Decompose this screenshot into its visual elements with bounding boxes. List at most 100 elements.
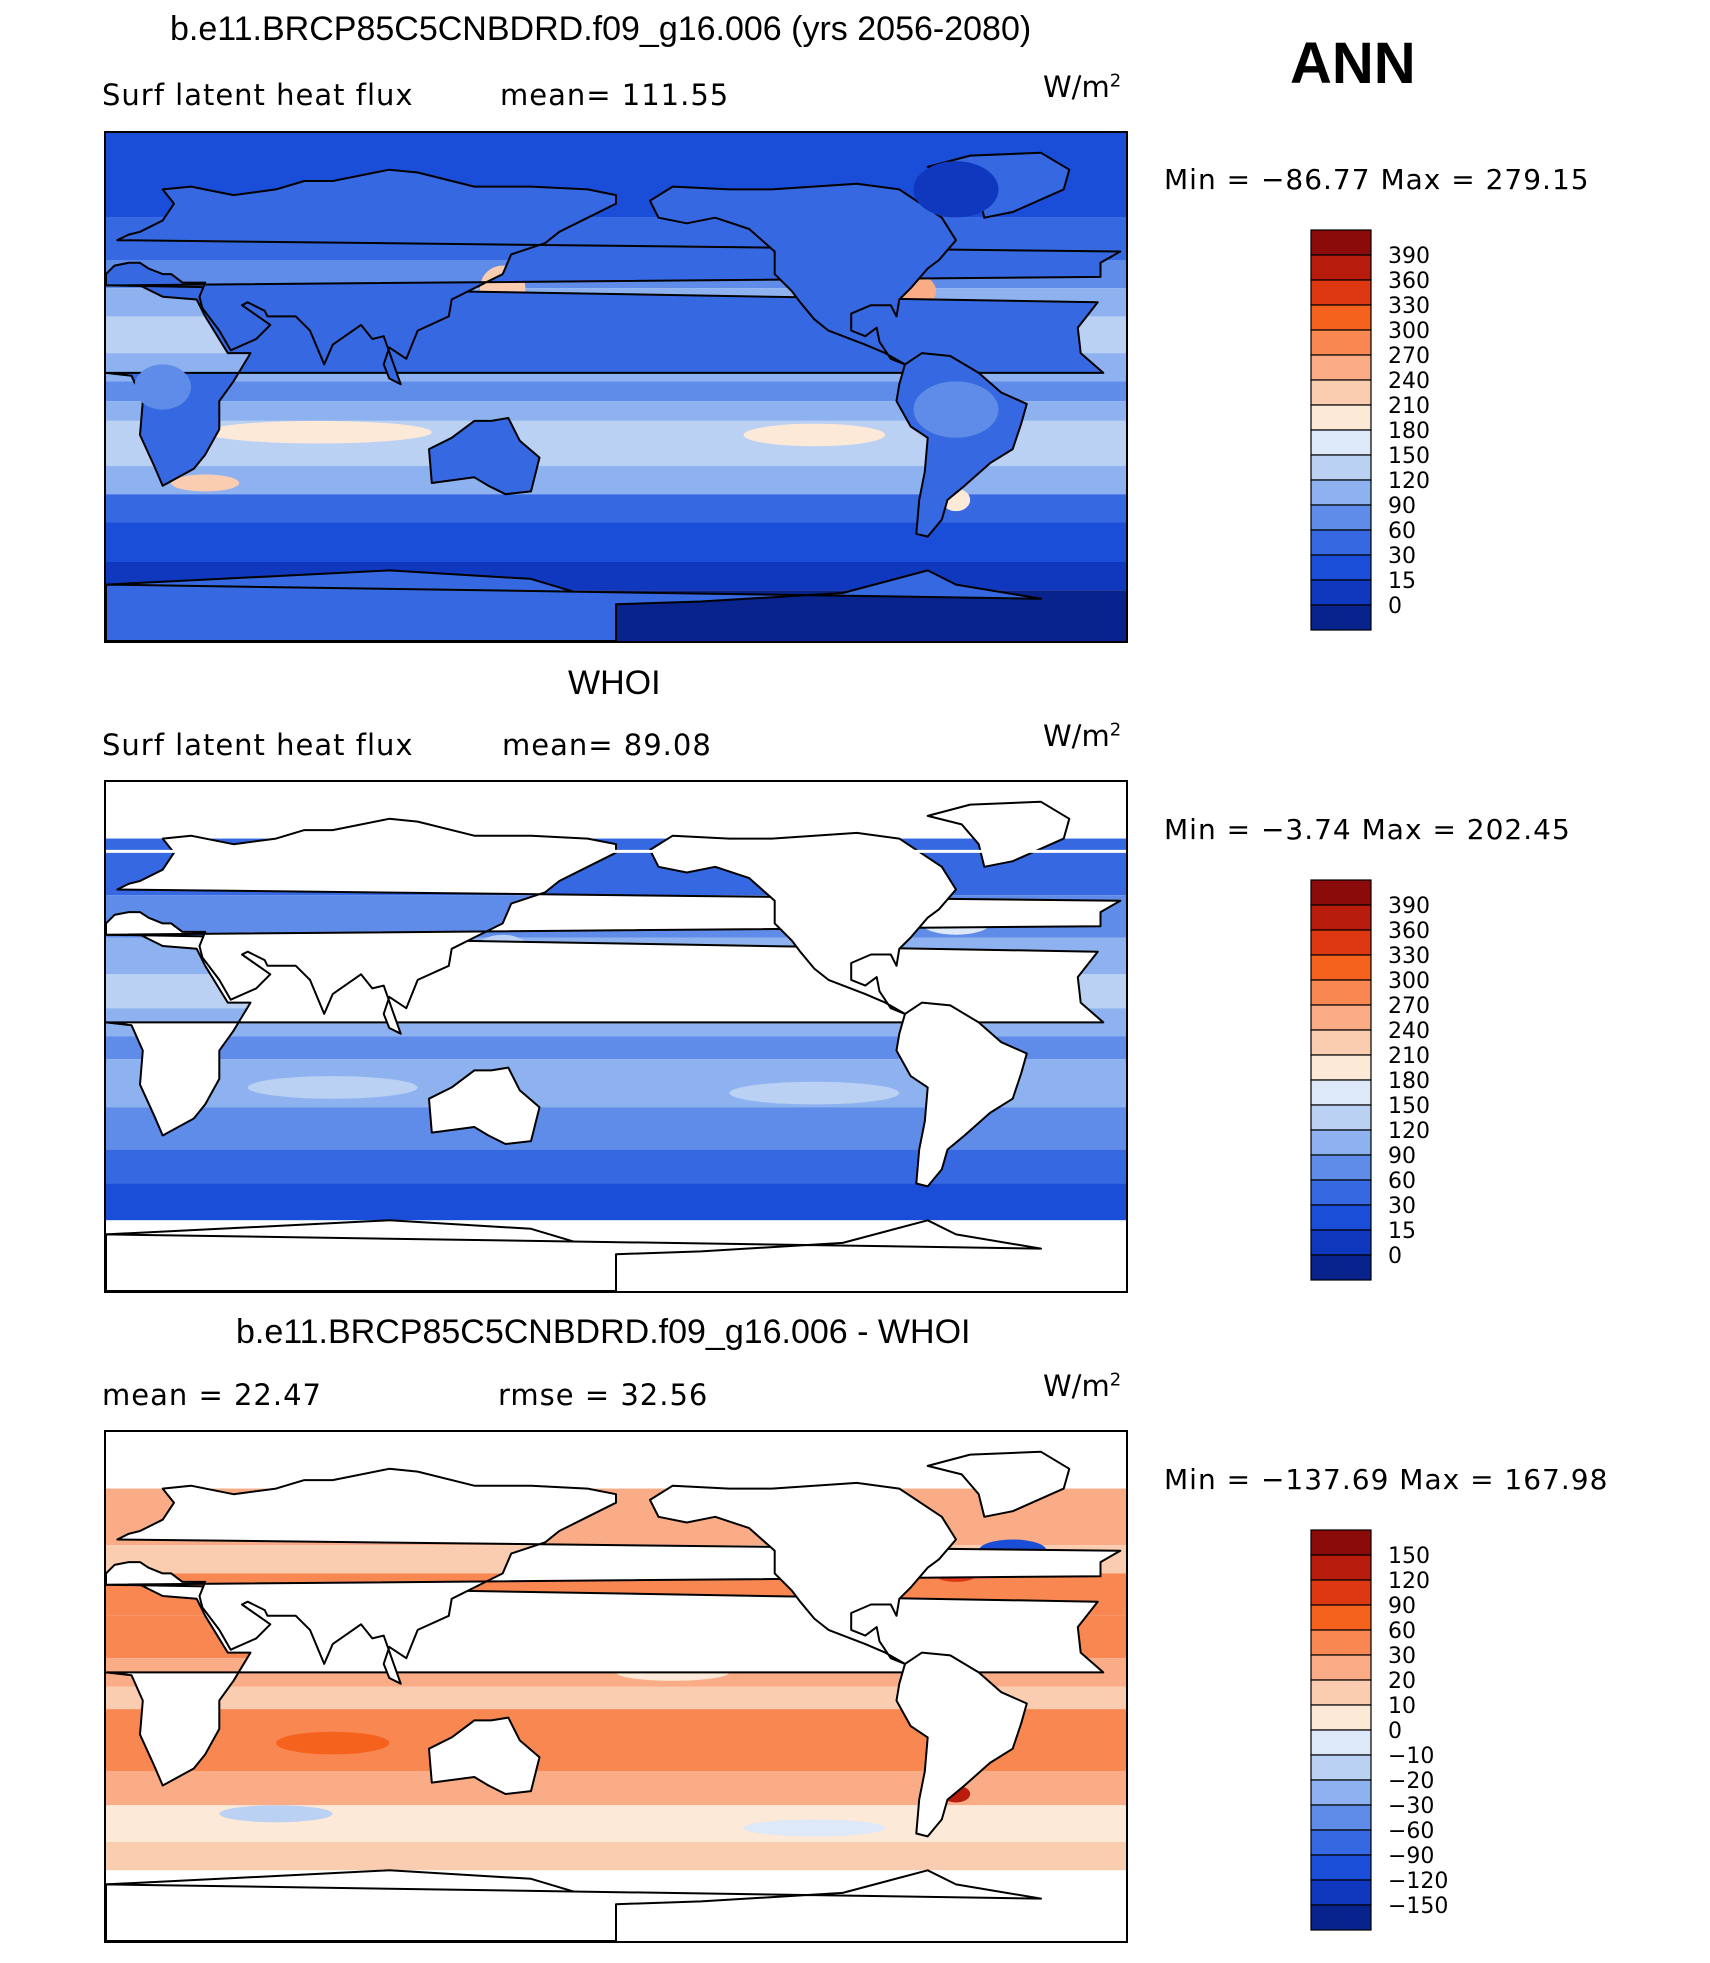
panel3-rmse: rmse = 32.56 [498,1378,709,1412]
continent-australia [428,1066,541,1145]
colorbar-swatch [1310,1054,1372,1081]
continent-namerica [649,1481,957,1665]
continent-antarctica2 [106,1219,1042,1291]
colorbar-tick-label: 240 [1388,1019,1430,1044]
colorbar-tick-label: 90 [1388,1594,1416,1619]
colorbar-tick-label: 150 [1388,444,1430,469]
colorbar-tick-label: 270 [1388,994,1430,1019]
colorbar-tick-label: 0 [1388,1719,1402,1744]
panel3-title: b.e11.BRCP85C5CNBDRD.f09_g16.006 - WHOI [236,1313,971,1351]
panel2-variable-label: Surf latent heat flux [102,728,414,762]
colorbar-swatch [1310,1104,1372,1131]
panel3-colorbar: 150 120 90 60 30 20 10 0 −10 −20 −30 −60 −90 −120 −150 [1310,1529,1500,1939]
colorbar-swatch [1310,1579,1372,1606]
colorbar-swatch [1310,1079,1372,1106]
panel3-units: W/m2 [1043,1369,1122,1403]
colorbar-swatch [1310,404,1372,431]
continent-namerica [649,831,957,1015]
colorbar-swatch [1310,604,1372,631]
colorbar-tick-label: 210 [1388,394,1430,419]
colorbar-swatch [1310,1704,1372,1731]
panel1-units: W/m2 [1043,70,1122,104]
panel3-mean: mean = 22.47 [102,1378,322,1412]
colorbar-tick-label: 330 [1388,294,1430,319]
colorbar-tick-label: 390 [1388,244,1430,269]
panel2-minmax: Min = −3.74 Max = 202.45 [1164,813,1571,846]
panel1-variable-label: Surf latent heat flux [102,78,414,112]
colorbar-swatch [1310,954,1372,981]
colorbar-tick-label: 30 [1388,1644,1416,1669]
colorbar-tick-label: 120 [1388,1569,1430,1594]
continent-samerica [895,1651,1028,1838]
panel2-colorbar: 390 360 330 300 270 240 210 180 150 120 90 60 30 15 0 [1310,879,1500,1289]
colorbar-swatch [1310,1804,1372,1831]
colorbar-swatch [1310,529,1372,556]
colorbar-tick-label: 150 [1388,1094,1430,1119]
colorbar-tick-label: 150 [1388,1544,1430,1569]
colorbar-swatch [1310,354,1372,381]
panel2-mean: mean= 89.08 [502,728,712,762]
colorbar-tick-label: 330 [1388,944,1430,969]
colorbar-swatch [1310,1004,1372,1031]
colorbar-swatch [1310,1204,1372,1231]
colorbar-swatch [1310,1729,1372,1756]
colorbar-swatch [1310,1654,1372,1681]
colorbar-swatch [1310,1229,1372,1256]
colorbar-tick-label: 210 [1388,1044,1430,1069]
colorbar-swatch [1310,1029,1372,1056]
panel3-map [104,1430,1128,1943]
panel1-mean: mean= 111.55 [500,78,730,112]
colorbar-swatch [1310,1179,1372,1206]
colorbar-tick-label: 360 [1388,919,1430,944]
colorbar-tick-label: 300 [1388,319,1430,344]
colorbar-swatch [1310,1254,1372,1281]
colorbar-swatch [1310,429,1372,456]
colorbar-tick-label: −150 [1388,1894,1448,1919]
colorbar-swatch [1310,1554,1372,1581]
colorbar-swatch [1310,279,1372,306]
continent-greenland [926,1450,1071,1518]
panel1-title: b.e11.BRCP85C5CNBDRD.f09_g16.006 (yrs 20… [170,10,1032,48]
colorbar-tick-label: 60 [1388,1169,1416,1194]
colorbar-tick-label: 180 [1388,419,1430,444]
colorbar-swatch [1310,1854,1372,1881]
colorbar-swatch [1310,904,1372,931]
colorbar-tick-label: 60 [1388,519,1416,544]
colorbar-tick-label: 15 [1388,569,1416,594]
colorbar-tick-label: 30 [1388,544,1416,569]
panel1-map [104,131,1128,643]
colorbar-swatch [1310,479,1372,506]
colorbar-tick-label: 180 [1388,1069,1430,1094]
colorbar-tick-label: 240 [1388,369,1430,394]
colorbar-swatch [1310,1604,1372,1631]
colorbar-tick-label: 20 [1388,1669,1416,1694]
colorbar-swatch [1310,579,1372,606]
colorbar-tick-label: −120 [1388,1869,1448,1894]
continent-eurasia [106,168,1122,386]
panel1-colorbar: 390 360 330 300 270 240 210 180 150 120 90 60 30 15 0 [1310,229,1500,639]
colorbar-swatch [1310,504,1372,531]
panel2-map [104,780,1128,1293]
colorbar-tick-label: 270 [1388,344,1430,369]
colorbar-swatch [1310,929,1372,956]
colorbar-swatch [1310,454,1372,481]
colorbar-tick-label: 120 [1388,469,1430,494]
continent-eurasia [106,1467,1122,1685]
colorbar-swatch [1310,1904,1372,1931]
colorbar-swatch [1310,1879,1372,1906]
colorbar-tick-label: 30 [1388,1194,1416,1219]
colorbar-swatch [1310,379,1372,406]
colorbar-swatch [1310,1829,1372,1856]
colorbar-swatch [1310,229,1372,256]
continent-antarctica2 [106,1869,1042,1941]
panel3-minmax: Min = −137.69 Max = 167.98 [1164,1463,1609,1496]
colorbar-tick-label: −30 [1388,1794,1434,1819]
colorbar-swatch [1310,1629,1372,1656]
colorbar-tick-label: 120 [1388,1119,1430,1144]
colorbar-tick-label: 0 [1388,1244,1402,1269]
panel2-units: W/m2 [1043,719,1122,753]
colorbar-tick-label: 0 [1388,594,1402,619]
colorbar-swatch [1310,1779,1372,1806]
colorbar-swatch [1310,1154,1372,1181]
continent-samerica [895,1001,1028,1188]
